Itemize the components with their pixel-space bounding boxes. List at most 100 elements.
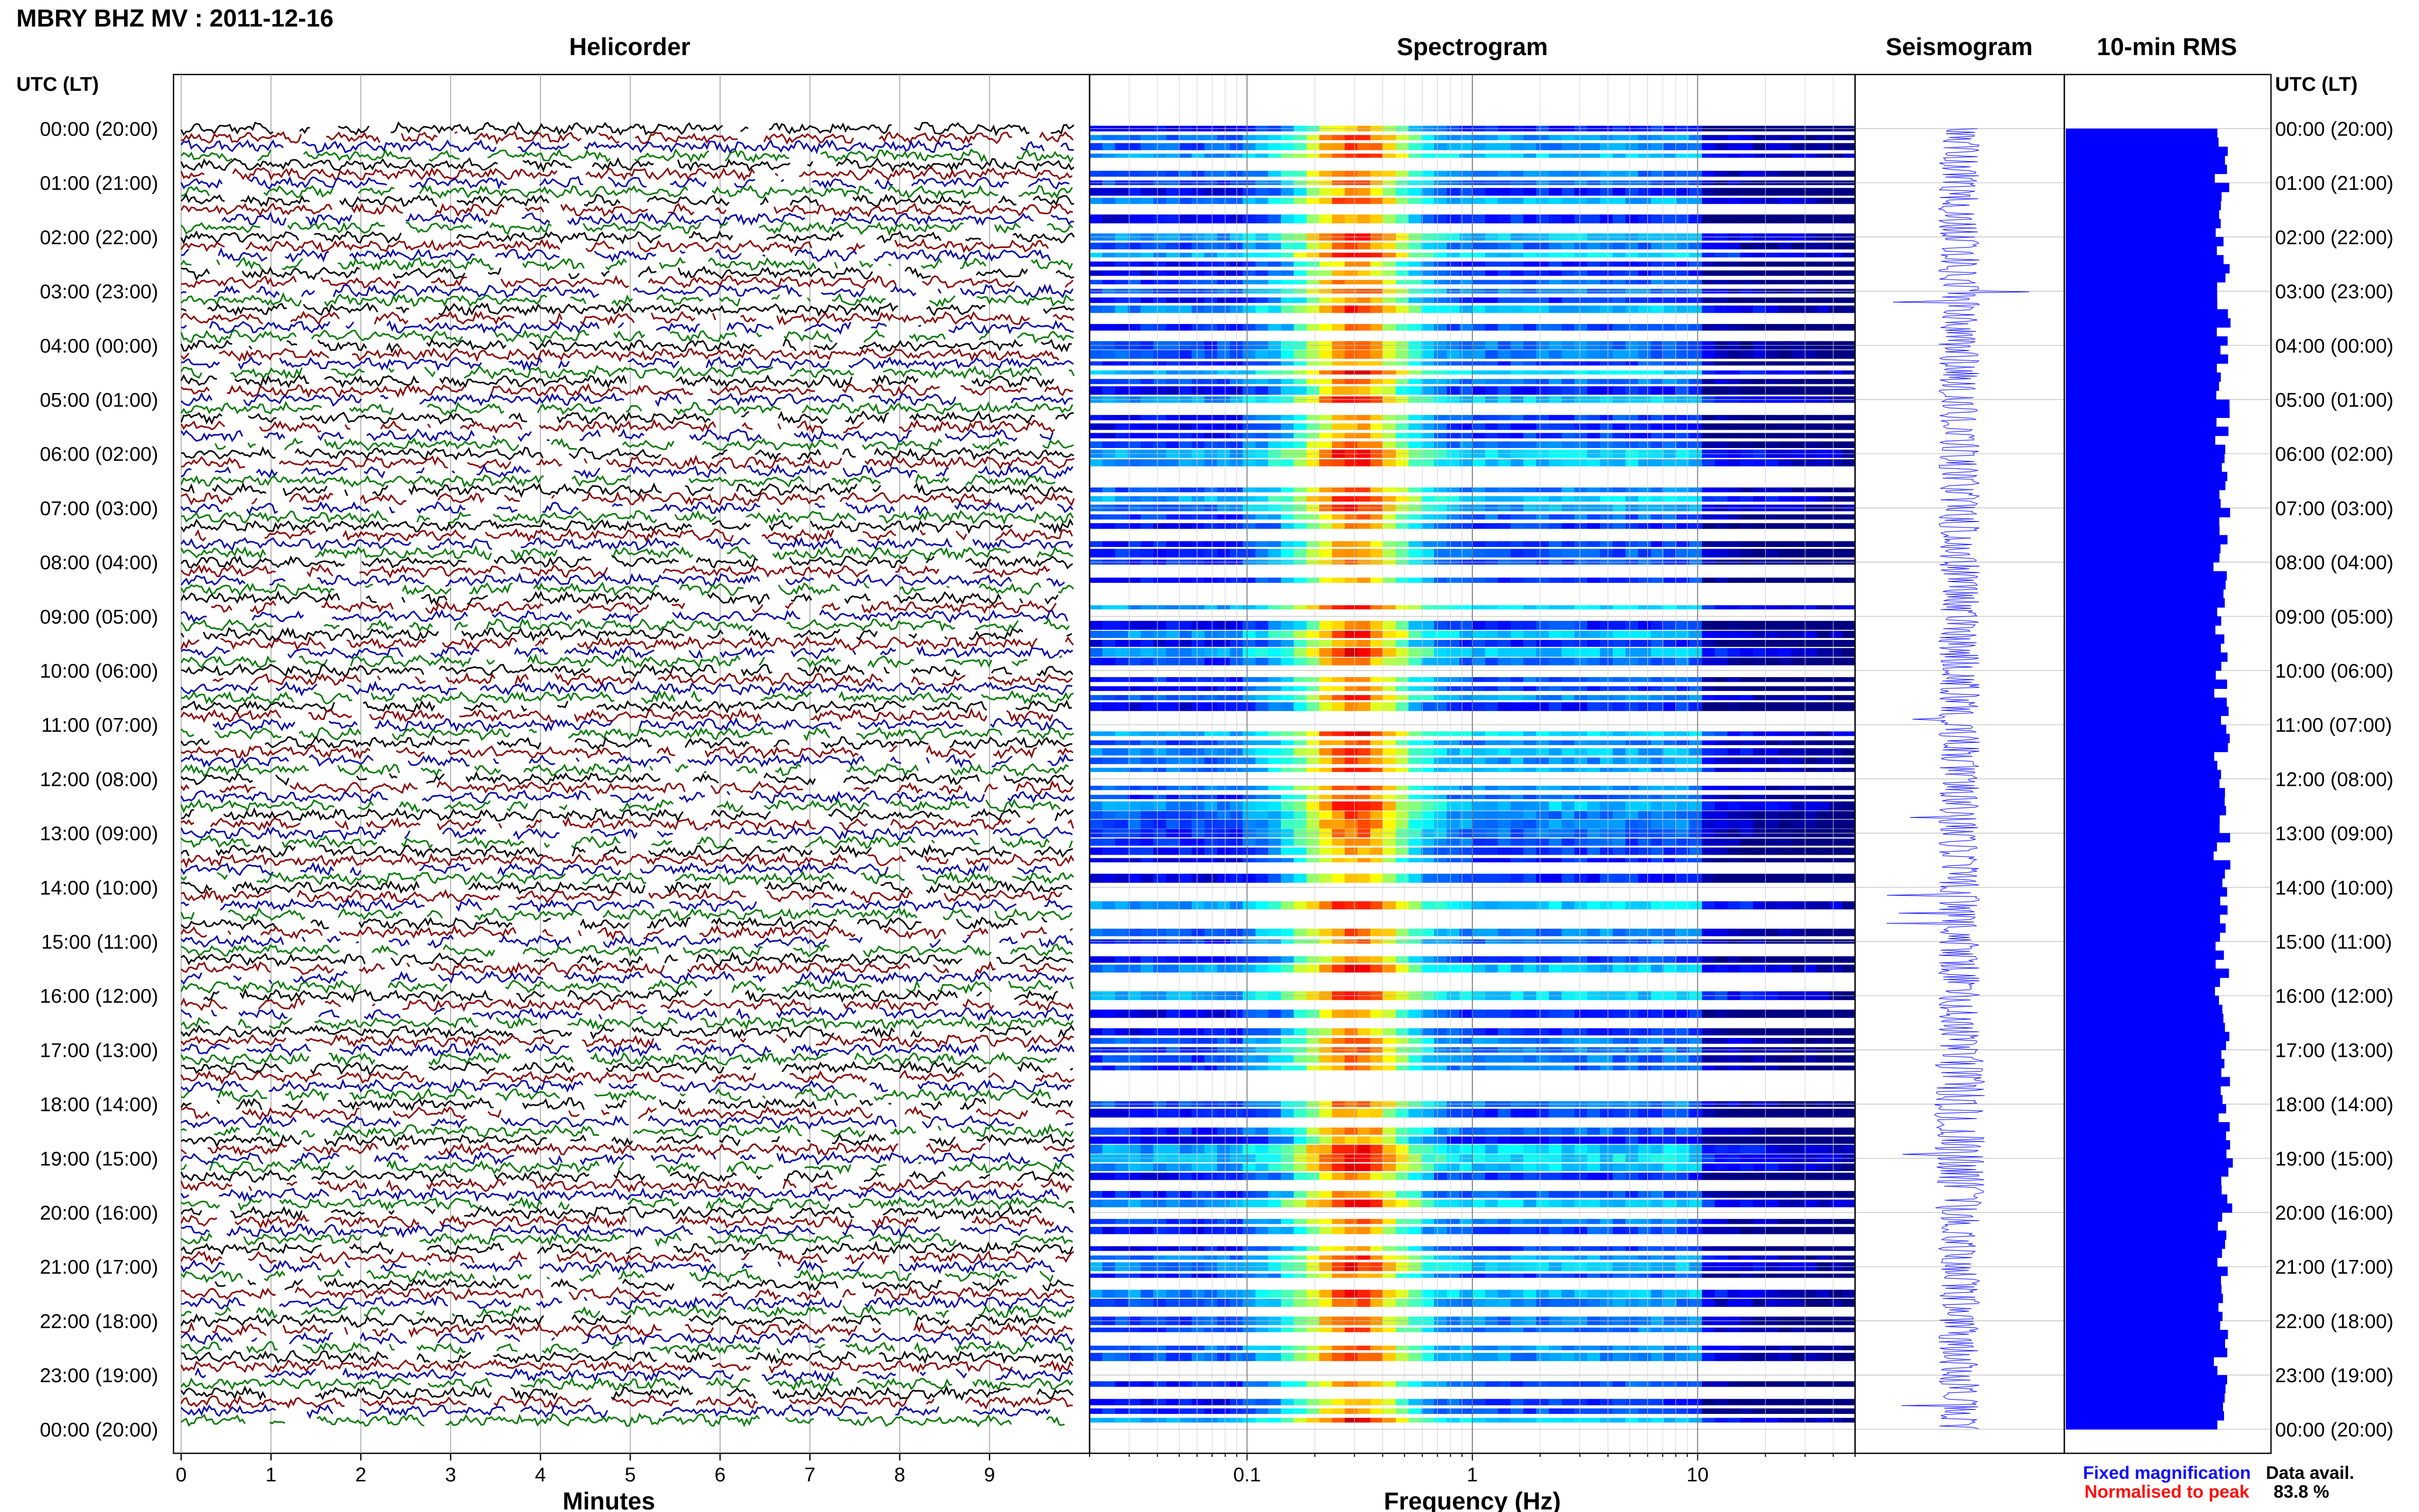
spectrogram-cell	[1511, 135, 1524, 140]
spectrogram-cell	[1460, 847, 1473, 855]
spectrogram-cell	[1830, 496, 1843, 502]
spectrogram-cell	[1574, 379, 1588, 384]
spectrogram-cell	[1779, 767, 1792, 772]
spectrogram-cell	[1600, 514, 1613, 520]
spectrogram-cell	[1370, 280, 1384, 285]
spectrogram-cell	[1689, 928, 1702, 936]
spectrogram-cell	[1498, 702, 1511, 711]
spectrogram-cell	[1141, 838, 1154, 846]
spectrogram-cell	[1740, 305, 1754, 313]
spectrogram-cell	[1102, 631, 1116, 638]
spectrogram-cell	[1715, 785, 1728, 790]
spectrogram-cell	[1715, 767, 1728, 772]
spectrogram-cell	[1204, 577, 1218, 583]
spectrogram-cell	[1511, 702, 1524, 711]
spectrogram-cell	[1090, 757, 1103, 764]
spectrogram-cell	[1676, 197, 1690, 204]
spectrogram-cell	[1613, 801, 1626, 811]
spectrogram-cell	[1523, 605, 1537, 610]
spectrogram-cell	[1651, 270, 1664, 276]
spectrogram-cell	[1791, 605, 1805, 610]
spectrogram-cell	[1204, 811, 1218, 819]
spectrogram-cell	[1753, 858, 1766, 862]
spectrogram-cell	[1243, 767, 1256, 772]
spectrogram-cell	[1383, 188, 1396, 196]
spectrogram-cell	[1141, 415, 1154, 420]
spectrogram-cell	[1613, 648, 1626, 657]
spectrogram-cell	[1255, 386, 1269, 395]
spectrogram-cell	[1090, 496, 1103, 502]
spectrogram-cell	[1153, 874, 1167, 883]
spectrogram-cell	[1753, 686, 1766, 691]
helicorder-trace-line	[181, 753, 1074, 769]
spectrogram-cell	[1791, 740, 1805, 746]
spectrogram-cell	[1447, 441, 1460, 448]
spectrogram-cell	[1332, 767, 1345, 772]
spectrogram-cell	[1779, 253, 1792, 258]
row-label-left: 05:00 (01:00)	[40, 389, 158, 411]
spectrogram-cell	[1383, 677, 1396, 682]
spectrogram-cell	[1115, 297, 1128, 303]
spectrogram-cell	[1153, 838, 1167, 846]
spectrogram-cell	[1689, 361, 1702, 366]
spectrogram-cell	[1715, 361, 1728, 366]
spectrogram-cell	[1396, 143, 1409, 151]
spectrogram-cell	[1485, 731, 1498, 736]
spectrogram-cell	[1281, 280, 1294, 285]
spectrogram-cell	[1638, 214, 1651, 224]
spectrogram-cell	[1472, 956, 1486, 963]
spectrogram-cell	[1090, 631, 1103, 638]
row-label-right: 08:00 (04:00)	[2275, 552, 2393, 574]
spectrogram-cell	[1357, 757, 1371, 764]
spectrogram-cell	[1766, 361, 1779, 366]
spectrogram-cell	[1268, 370, 1281, 375]
spectrogram-cell	[1791, 657, 1805, 665]
spectrogram-cell	[1638, 1055, 1651, 1063]
spectrogram-cell	[1600, 459, 1613, 466]
spectrogram-cell	[1409, 188, 1422, 196]
spectrogram-cell	[1574, 577, 1588, 583]
spectrogram-cell	[1268, 197, 1281, 204]
spectrogram-cell	[1779, 324, 1792, 331]
spectrogram-cell	[1549, 1038, 1562, 1044]
spectrogram-cell	[1702, 170, 1715, 177]
spectrogram-cell	[1204, 1038, 1218, 1044]
spectrogram-cell	[1511, 197, 1524, 204]
spectrogram-cell	[1102, 135, 1116, 140]
spectrogram-cell	[1600, 143, 1613, 151]
spectrogram-cell	[1485, 702, 1498, 711]
spectrogram-cell	[1498, 350, 1511, 359]
spectrogram-cell	[1192, 170, 1205, 177]
spectrogram-cell	[1625, 767, 1639, 772]
helicorder-trace-line	[180, 1186, 1060, 1202]
spectrogram-cell	[1638, 135, 1651, 140]
spectrogram-cell	[1332, 858, 1345, 862]
spectrogram-cell	[1217, 702, 1230, 711]
spectrogram-cell	[1715, 541, 1728, 547]
spectrogram-cell	[1511, 379, 1524, 384]
spectrogram-cell	[1740, 702, 1754, 711]
spectrogram-cell	[1357, 514, 1371, 520]
spectrogram-cell	[1128, 695, 1141, 701]
spectrogram-cell	[1102, 487, 1116, 492]
spectrogram-cell	[1676, 640, 1690, 647]
spectrogram-cell	[1753, 370, 1766, 375]
spectrogram-cell	[1179, 487, 1192, 492]
spectrogram-cell	[1128, 740, 1141, 746]
spectrogram-cell	[1434, 305, 1447, 313]
spectrogram-cell	[1319, 820, 1332, 829]
spectrogram-cell	[1128, 640, 1141, 647]
spectrogram-cell	[1268, 1065, 1281, 1071]
helicorder-trace-line	[181, 1142, 1075, 1156]
spectrogram-cell	[1179, 270, 1192, 276]
spectrogram-cell	[1357, 541, 1371, 547]
spectrogram-cell	[1357, 964, 1371, 973]
spectrogram-cell	[1638, 549, 1651, 558]
spectrogram-cell	[1574, 677, 1588, 682]
spectrogram-cell	[1115, 657, 1128, 665]
spectrogram-cell	[1128, 858, 1141, 862]
spectrogram-cell	[1804, 631, 1817, 638]
spectrogram-cell	[1141, 801, 1154, 811]
spectrogram-cell	[1383, 242, 1396, 250]
spectrogram-cell	[1421, 577, 1435, 583]
